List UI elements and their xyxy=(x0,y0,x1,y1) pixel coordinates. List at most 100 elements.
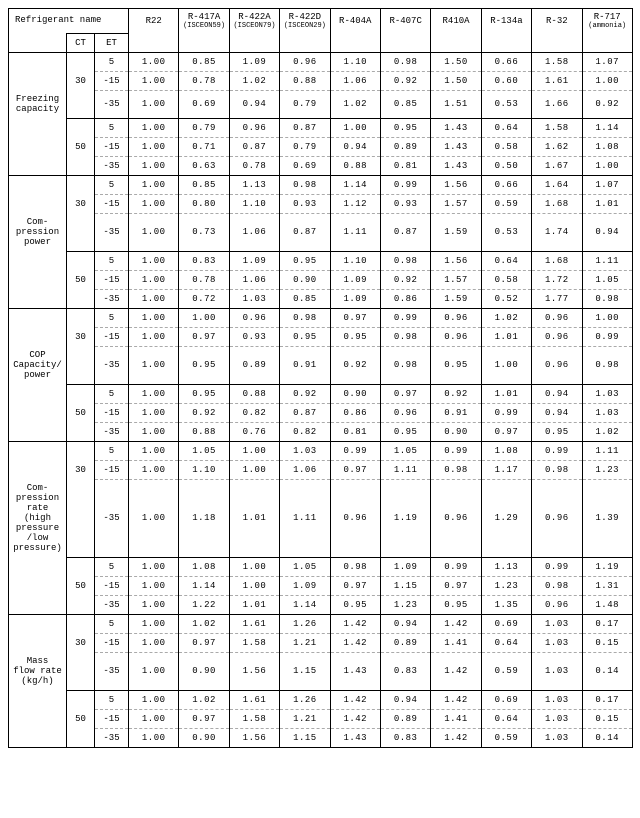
table-value: 0.92 xyxy=(330,346,380,384)
et-value: -35 xyxy=(95,652,129,690)
table-value: 0.71 xyxy=(179,137,229,156)
table-value: 1.03 xyxy=(532,709,582,728)
ct-value xyxy=(67,118,95,137)
table-value: 1.00 xyxy=(129,728,179,747)
table-value: 1.00 xyxy=(129,460,179,479)
table-value: 1.09 xyxy=(280,576,330,595)
table-value: 0.89 xyxy=(380,633,430,652)
table-value: 0.99 xyxy=(532,441,582,460)
table-value: 0.79 xyxy=(280,90,330,118)
table-value: 0.98 xyxy=(431,460,481,479)
ct-value xyxy=(67,251,95,270)
table-value: 1.61 xyxy=(532,71,582,90)
ct-value-cont: 30 xyxy=(67,71,95,90)
col-header-sub: (ISCEON59) xyxy=(180,22,227,30)
table-value: 1.43 xyxy=(431,137,481,156)
ct-header: CT xyxy=(67,33,95,52)
et-value: -15 xyxy=(95,327,129,346)
table-value: 0.99 xyxy=(431,441,481,460)
table-value: 0.14 xyxy=(582,652,632,690)
table-value: 0.91 xyxy=(431,403,481,422)
table-value: 1.12 xyxy=(330,194,380,213)
property-label-cont xyxy=(9,118,67,137)
table-value: 1.74 xyxy=(532,213,582,251)
table-value: 1.77 xyxy=(532,289,582,308)
table-value: 1.41 xyxy=(431,709,481,728)
ct-value-cont xyxy=(67,595,95,614)
table-value: 1.57 xyxy=(431,270,481,289)
table-value: 1.03 xyxy=(532,614,582,633)
table-value: 0.69 xyxy=(481,690,531,709)
ct-value xyxy=(67,384,95,403)
table-value: 1.00 xyxy=(129,595,179,614)
table-value: 1.00 xyxy=(129,576,179,595)
et-value: 5 xyxy=(95,614,129,633)
property-label-cont: COPCapacity/power xyxy=(9,346,67,384)
property-label-cont: Massflow rate(kg/h) xyxy=(9,652,67,690)
property-label xyxy=(9,308,67,327)
table-value: 1.35 xyxy=(481,595,531,614)
col-header-main: R22 xyxy=(130,16,177,26)
table-value: 0.99 xyxy=(582,327,632,346)
table-value: 0.99 xyxy=(431,557,481,576)
table-value: 1.00 xyxy=(129,633,179,652)
table-value: 0.94 xyxy=(330,137,380,156)
table-value: 0.69 xyxy=(280,156,330,175)
ct-value xyxy=(67,690,95,709)
property-label-cont xyxy=(9,327,67,346)
property-label-cont xyxy=(9,709,67,728)
table-value: 1.00 xyxy=(129,422,179,441)
table-value: 1.00 xyxy=(129,709,179,728)
table-value: 1.00 xyxy=(481,346,531,384)
table-value: 0.99 xyxy=(532,557,582,576)
table-value: 0.98 xyxy=(532,576,582,595)
col-header: R-407C xyxy=(380,9,430,34)
table-value: 1.00 xyxy=(129,156,179,175)
col-header-sub: (ISCEON79) xyxy=(231,22,278,30)
table-value: 1.08 xyxy=(179,557,229,576)
table-value: 0.58 xyxy=(481,137,531,156)
table-value: 1.31 xyxy=(582,576,632,595)
et-value: 5 xyxy=(95,251,129,270)
ct-value-cont: 50 xyxy=(67,576,95,595)
table-value: 0.92 xyxy=(431,384,481,403)
table-value: 0.92 xyxy=(179,403,229,422)
et-value: -35 xyxy=(95,346,129,384)
table-value: 0.95 xyxy=(179,346,229,384)
col-header-spacer xyxy=(280,33,330,52)
table-value: 0.87 xyxy=(280,403,330,422)
table-value: 0.96 xyxy=(229,118,279,137)
table-value: 1.58 xyxy=(532,52,582,71)
table-value: 0.69 xyxy=(481,614,531,633)
col-header: R410A xyxy=(431,9,481,34)
table-value: 1.15 xyxy=(280,652,330,690)
table-value: 1.00 xyxy=(582,71,632,90)
refrigerant-name-label: Refrigerant name xyxy=(15,15,101,25)
table-value: 0.76 xyxy=(229,422,279,441)
table-value: 1.39 xyxy=(582,479,632,557)
table-value: 0.95 xyxy=(280,251,330,270)
table-value: 0.96 xyxy=(532,308,582,327)
table-value: 0.97 xyxy=(481,422,531,441)
ct-value xyxy=(67,557,95,576)
table-value: 1.03 xyxy=(582,403,632,422)
table-value: 0.97 xyxy=(330,460,380,479)
table-value: 1.11 xyxy=(380,460,430,479)
table-value: 0.15 xyxy=(582,709,632,728)
table-value: 1.10 xyxy=(229,194,279,213)
col-header-spacer xyxy=(129,33,179,52)
table-value: 0.99 xyxy=(481,403,531,422)
et-value: 5 xyxy=(95,384,129,403)
property-label xyxy=(9,614,67,633)
table-value: 0.87 xyxy=(280,213,330,251)
table-value: 1.00 xyxy=(129,308,179,327)
table-value: 0.96 xyxy=(431,479,481,557)
table-value: 1.61 xyxy=(229,690,279,709)
table-value: 1.11 xyxy=(582,441,632,460)
table-value: 0.66 xyxy=(481,52,531,71)
table-value: 0.96 xyxy=(330,479,380,557)
col-header: R-717(ammonia) xyxy=(582,9,632,34)
table-value: 0.96 xyxy=(532,346,582,384)
table-value: 0.93 xyxy=(229,327,279,346)
table-value: 0.96 xyxy=(532,327,582,346)
